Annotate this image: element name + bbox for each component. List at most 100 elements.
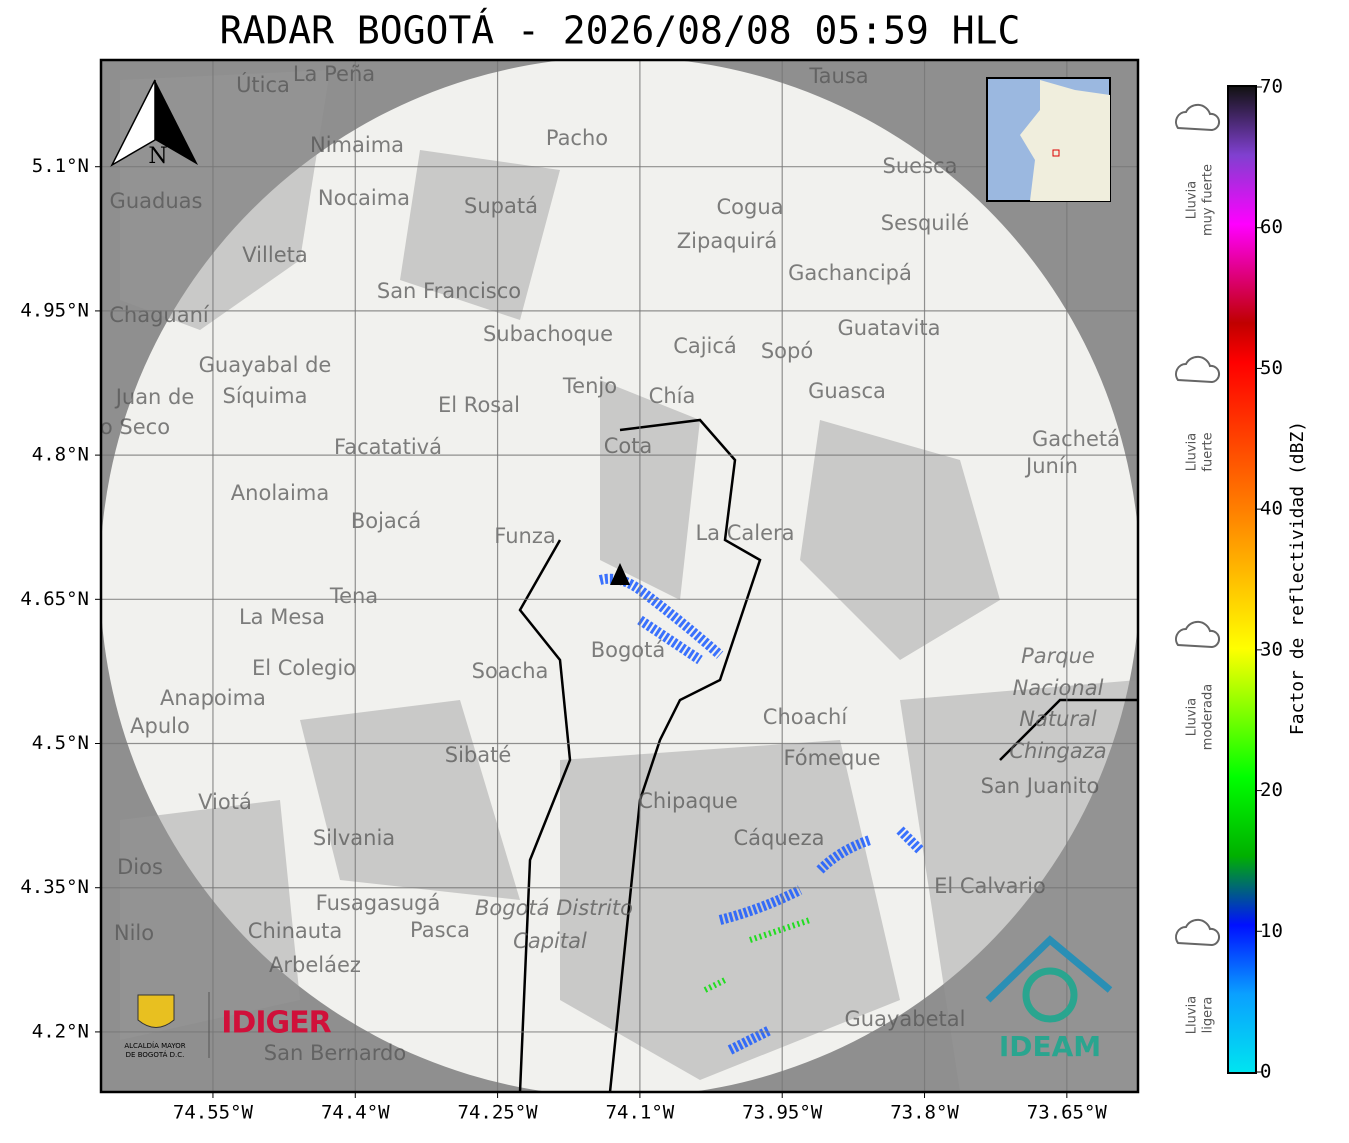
ideam-logo: IDEAM <box>999 1030 1101 1063</box>
place-label: Nilo <box>114 921 154 945</box>
place-label: Apulo <box>130 714 190 738</box>
rain-label: Lluvia <box>1185 698 1200 736</box>
place-label: El Colegio <box>252 656 356 680</box>
place-label: Bogotá <box>591 638 666 662</box>
idiger-logo: IDIGER <box>221 1006 331 1041</box>
y-tick-label: 4.2°N <box>32 1020 89 1042</box>
place-label: Cota <box>604 434 653 458</box>
title: RADAR BOGOTÁ - 2026/08/08 05:59 HLC <box>220 9 1021 53</box>
place-label: Nocaima <box>318 186 410 210</box>
place-label: Cajicá <box>673 334 737 358</box>
place-label: Pasca <box>410 918 470 942</box>
colorbar-tick-label: 70 <box>1260 76 1283 98</box>
place-label: Guayabal de <box>199 353 332 377</box>
y-tick-label: 4.8°N <box>32 444 89 466</box>
x-tick-label: 74.4°W <box>321 1102 390 1124</box>
place-label: Subachoque <box>483 322 613 346</box>
place-label: San Juanito <box>981 774 1100 798</box>
place-label: Chaguaní <box>109 303 210 327</box>
place-label: Sibaté <box>445 743 512 767</box>
y-tick-label: 4.95°N <box>20 299 89 321</box>
rain-level: Lluvia muy fuerte <box>1175 103 1221 236</box>
rain-label: ligera <box>1201 997 1216 1034</box>
borders <box>518 418 1138 1092</box>
rain-label: Lluvia <box>1185 181 1200 219</box>
place-label: El Calvario <box>934 874 1046 898</box>
north-arrow: N <box>110 79 198 169</box>
logo-alcaldia: ALCALDÍA MAYOR DE BOGOTÁ D.C. IDIGER <box>124 992 333 1059</box>
place-label: El Rosal <box>438 393 520 417</box>
x-tick-label: 74.1°W <box>606 1102 675 1124</box>
colorbar <box>1227 85 1257 1074</box>
place-label: Villeta <box>242 243 307 267</box>
logo-ideam: IDEAM <box>985 935 1113 1063</box>
colorbar-tick-label: 40 <box>1260 498 1283 520</box>
x-tick-label: 74.25°W <box>458 1102 539 1124</box>
rain-label: muy fuerte <box>1201 164 1216 236</box>
place-label: Útica <box>236 72 290 97</box>
place-label: Chinauta <box>248 919 342 943</box>
place-label: La Mesa <box>239 605 325 629</box>
x-tick-label: 73.65°W <box>1027 1102 1108 1124</box>
place-label: La Calera <box>695 521 794 545</box>
place-label: Pacho <box>546 126 608 150</box>
place-label: Guaduas <box>110 189 203 213</box>
rain-icon <box>1175 620 1221 649</box>
place-label: Soacha <box>472 659 549 683</box>
rain-label: Lluvia <box>1185 433 1200 471</box>
x-tick-label: 74.55°W <box>173 1102 254 1124</box>
rain-icon <box>1175 355 1221 384</box>
place-label: San Francisco <box>377 279 521 303</box>
colorbar-tick-label: 0 <box>1260 1061 1271 1083</box>
north-label: N <box>148 144 167 169</box>
alcaldia-line: DE BOGOTÁ D.C. <box>126 1050 185 1059</box>
y-tick-label: 4.65°N <box>20 588 89 610</box>
place-label: Parque <box>1021 644 1095 668</box>
colorbar-tick-label: 30 <box>1260 638 1283 660</box>
place-label: Sopó <box>761 339 813 363</box>
place-label: Supatá <box>464 194 538 218</box>
colorbar-label: Factor de reflectividad (dBZ) <box>1287 421 1308 735</box>
place-label: Cogua <box>716 195 783 219</box>
place-label: Tenjo <box>562 374 617 398</box>
place-label: Bogotá Distrito <box>475 896 633 920</box>
place-label: Zipaquirá <box>677 229 777 253</box>
x-tick-label: 73.8°W <box>890 1102 959 1124</box>
rain-level: Lluvia ligera <box>1175 918 1221 1034</box>
rain-icon <box>1175 918 1221 947</box>
place-label: Natural <box>1019 707 1097 731</box>
place-label: Guayabetal <box>845 1007 966 1031</box>
place-label: Suesca <box>883 154 958 178</box>
place-label: Gachetá <box>1032 427 1120 451</box>
place-label: San Bernardo <box>264 1041 406 1065</box>
place-label: Nimaima <box>310 133 404 157</box>
x-tick-label: 73.95°W <box>742 1102 823 1124</box>
place-label: La Peña <box>293 62 375 86</box>
colorbar-tick-label: 10 <box>1260 920 1283 942</box>
place-label: o Seco <box>100 415 170 439</box>
place-label: Guasca <box>808 379 886 403</box>
place-label: Gachancipá <box>788 261 912 285</box>
place-label: Guatavita <box>838 316 941 340</box>
rain-level: Lluvia moderada <box>1175 620 1221 750</box>
alcaldia-line: ALCALDÍA MAYOR <box>124 1041 185 1050</box>
inset-map <box>986 77 1111 202</box>
place-label: Silvania <box>313 826 395 850</box>
terrain-shading <box>120 70 1138 1092</box>
place-label: Junín <box>1024 454 1078 478</box>
place-label: Dios <box>117 855 163 879</box>
rain-level: Lluvia fuerte <box>1175 355 1221 472</box>
colorbar-tick-label: 60 <box>1260 216 1283 238</box>
place-label: Cáqueza <box>734 826 825 850</box>
place-label: Tena <box>329 584 378 608</box>
place-label: Juan de <box>114 385 195 409</box>
place-label: Nacional <box>1013 676 1104 700</box>
place-label: Funza <box>494 524 555 548</box>
y-tick-label: 4.5°N <box>32 732 89 754</box>
rain-label: moderada <box>1201 684 1216 750</box>
place-label: Viotá <box>198 790 252 814</box>
radar-site <box>610 563 630 585</box>
place-label: Arbeláez <box>269 953 361 977</box>
